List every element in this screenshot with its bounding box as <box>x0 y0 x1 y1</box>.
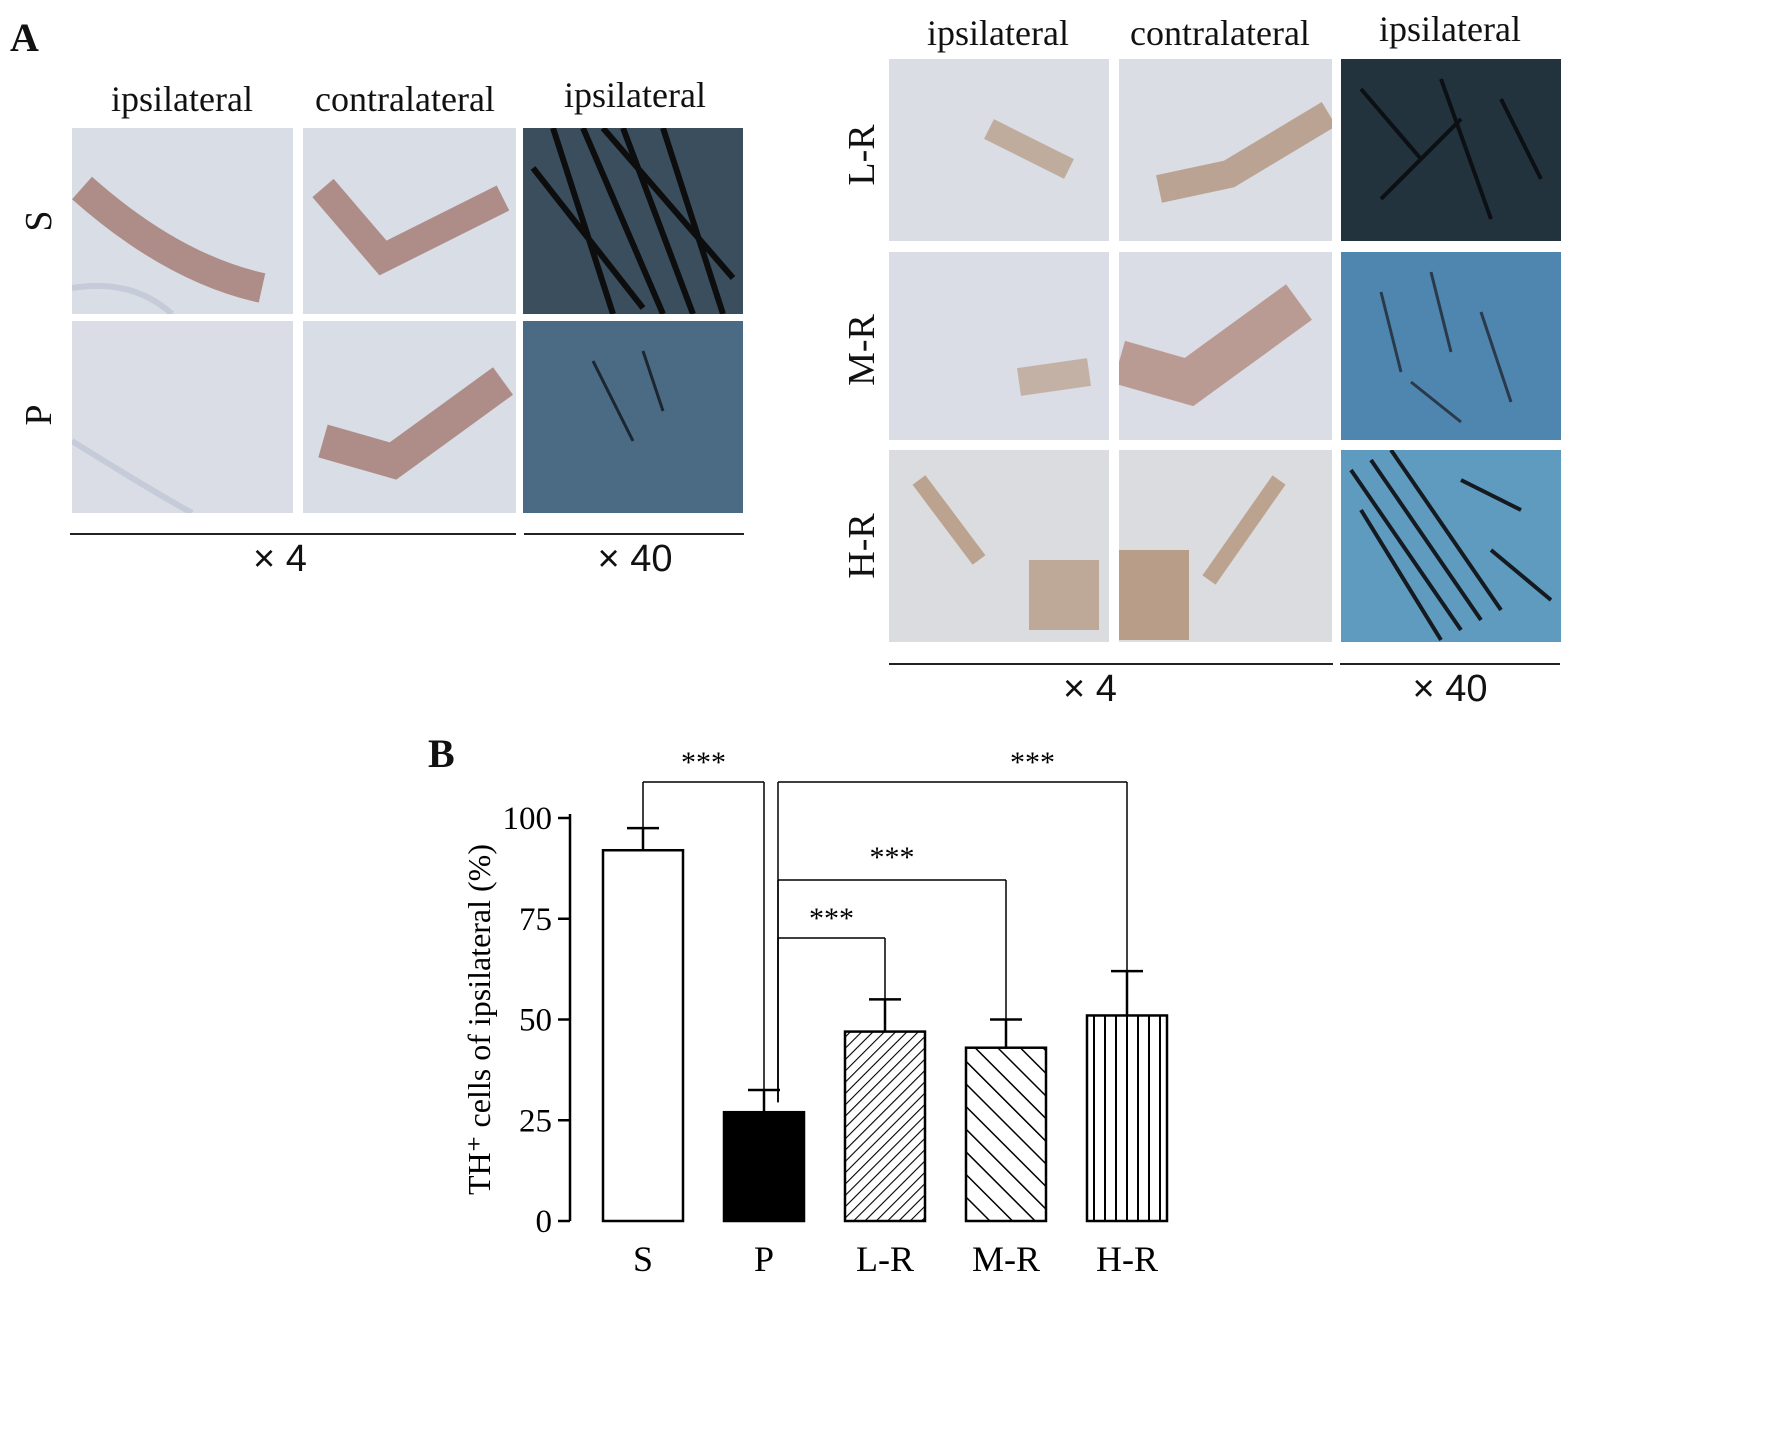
panel-letter-a: A <box>10 15 39 60</box>
micrograph-s-ipsilateral-40x <box>523 128 743 314</box>
micrograph-h-r-ipsilateral-40x <box>1341 450 1561 642</box>
x-tick-label: S <box>633 1239 653 1279</box>
y-tick-label: 75 <box>519 902 552 938</box>
bar-h-r <box>1085 1014 1169 1223</box>
row-label-l-r: L-R <box>841 124 883 186</box>
micrograph-l-r-ipsilateral-4x <box>889 59 1109 241</box>
micrograph-m-r-ipsilateral-4x <box>889 252 1109 440</box>
scale-line-40x-right <box>1340 663 1560 665</box>
magnification-40x-left: × 40 <box>597 538 673 580</box>
column-label-ipsilateral: ipsilateral <box>111 79 253 119</box>
magnification-40x-right: × 40 <box>1412 668 1488 710</box>
column-label-ipsilateral-40x: ipsilateral <box>564 75 706 115</box>
y-tick-label: 50 <box>519 1003 552 1039</box>
y-tick-label: 0 <box>536 1204 553 1240</box>
column-label-contralateral: contralateral <box>315 79 495 119</box>
bar-m-r <box>964 1046 1048 1223</box>
magnification-4x-left: × 4 <box>253 538 307 580</box>
bar-s <box>601 848 685 1223</box>
bar-p <box>722 1110 806 1223</box>
y-axis-label: TH⁺ cells of ipsilateral (%) <box>461 844 497 1195</box>
bar-l-r <box>843 1030 927 1223</box>
micrograph-p-ipsilateral-4x <box>72 321 293 513</box>
micrograph-m-r-ipsilateral-40x <box>1341 252 1561 440</box>
row-label-h-r: H-R <box>841 513 883 579</box>
x-tick-label: M-R <box>972 1239 1040 1279</box>
micrograph-p-contralateral-4x <box>303 321 516 513</box>
micrograph-l-r-contralateral-4x <box>1119 59 1332 241</box>
x-tick-label: P <box>754 1239 774 1279</box>
panel-letter-b: B <box>428 731 455 776</box>
scale-line-40x-left <box>524 533 744 535</box>
column-label-ipsilateral-right: ipsilateral <box>927 13 1069 53</box>
scale-line-4x-left <box>70 533 516 535</box>
micrograph-m-r-contralateral-4x <box>1119 252 1332 440</box>
y-tick-label: 25 <box>519 1103 552 1139</box>
micrograph-s-contralateral-4x <box>303 128 516 314</box>
significance-label: *** <box>809 902 854 935</box>
micrograph-l-r-ipsilateral-40x <box>1341 59 1561 241</box>
column-label-contralateral-right: contralateral <box>1130 13 1310 53</box>
row-label-m-r: M-R <box>841 314 883 386</box>
micrograph-h-r-contralateral-4x <box>1119 450 1332 642</box>
y-tick-label: 100 <box>503 801 553 837</box>
significance-label: *** <box>681 746 726 779</box>
x-tick-label: L-R <box>856 1239 914 1279</box>
x-tick-label: H-R <box>1096 1239 1158 1279</box>
magnification-4x-right: × 4 <box>1063 668 1117 710</box>
column-label-ipsilateral-40x-right: ipsilateral <box>1379 9 1521 49</box>
micrograph-h-r-ipsilateral-4x <box>889 450 1109 642</box>
significance-label: *** <box>1010 746 1055 779</box>
significance-label: *** <box>870 841 915 874</box>
micrograph-p-ipsilateral-40x <box>523 321 743 513</box>
micrograph-s-ipsilateral-4x <box>72 128 293 314</box>
scale-line-4x-right <box>889 663 1333 665</box>
row-label-s: S <box>18 210 60 232</box>
row-label-p: P <box>18 404 60 426</box>
